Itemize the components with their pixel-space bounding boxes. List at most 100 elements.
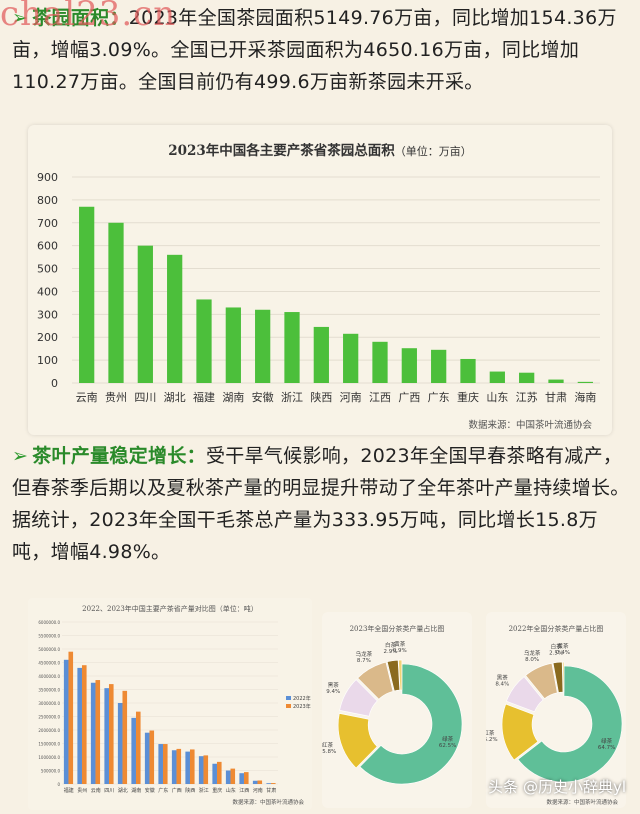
slice-value: 2.9% — [384, 649, 398, 655]
y-tick-label: 5000000.0 — [38, 647, 60, 652]
x-tick-label: 广东 — [158, 787, 168, 794]
footer-credit: 头条 @历史小辞典yl — [488, 778, 626, 796]
x-tick-label: 江苏 — [516, 391, 538, 404]
x-tick-label: 湖北 — [164, 391, 186, 404]
bar — [135, 711, 141, 784]
slice-name: 绿茶 — [442, 735, 454, 743]
paragraph-heading: 茶园面积： — [32, 7, 129, 29]
bar — [270, 783, 276, 784]
y-tick-label: 300 — [37, 308, 58, 321]
slice-name: 绿茶 — [601, 737, 613, 745]
paragraph-heading: 茶叶产量稳定增长： — [32, 445, 206, 467]
bar — [149, 730, 155, 784]
bar — [108, 684, 114, 784]
donut-slice — [501, 703, 539, 761]
chart-source: 数据来源：中国茶叶流通协会 — [468, 420, 592, 431]
y-tick-label: 1500000.0 — [38, 742, 60, 747]
x-tick-label: 贵州 — [105, 391, 127, 404]
donut-slice — [339, 679, 378, 717]
x-tick-label: 福建 — [64, 787, 74, 794]
bar — [230, 768, 236, 784]
x-tick-label: 甘肃 — [266, 787, 276, 794]
x-tick-label: 广西 — [172, 787, 182, 794]
slice-label: 黄茶0.9% — [393, 640, 407, 654]
bar — [431, 349, 447, 383]
donut-slice — [337, 713, 378, 769]
paragraph-text: 受干旱气候影响，2023年全国早春茶略有减产，但春茶季后期以及夏秋茶产量的明显提… — [12, 445, 630, 563]
bar — [122, 690, 128, 784]
bar — [239, 773, 244, 784]
y-tick-label: 4500000.0 — [38, 661, 60, 666]
x-tick-label: 云南 — [76, 391, 98, 404]
slice-label: 黑茶9.4% — [326, 681, 340, 695]
bar — [257, 780, 263, 784]
x-tick-label: 安徽 — [252, 390, 274, 404]
x-tick-label: 江西 — [239, 787, 249, 794]
tea-garden-area-paragraph: ➢ 茶园面积：2023年全国茶园面积5149.76万亩，同比增加154.36万亩，… — [12, 2, 630, 98]
x-tick-label: 山东 — [226, 787, 236, 794]
bar — [401, 348, 417, 383]
paragraph-text: 2023年全国茶园面积5149.76万亩，同比增加154.36万亩，增幅3.09… — [12, 7, 617, 93]
y-tick-label: 6000000.0 — [38, 620, 60, 625]
slice-name: 红茶 — [486, 729, 495, 737]
bar — [68, 651, 74, 784]
bar — [225, 307, 241, 383]
bar — [460, 358, 476, 383]
tea-production-paragraph: ➢ 茶叶产量稳定增长：受干旱气候影响，2023年全国早春茶略有减产，但春茶季后期以… — [12, 440, 630, 568]
bar — [104, 688, 109, 784]
bar — [90, 682, 96, 784]
bar — [117, 703, 123, 784]
slice-value: 8.0% — [525, 657, 539, 663]
bar — [176, 748, 182, 784]
slice-name: 红茶 — [322, 741, 333, 749]
slice-value: 15.8% — [322, 749, 336, 755]
chart-source: 数据来源：中国茶叶流通协会 — [232, 800, 304, 806]
bar — [284, 312, 300, 383]
x-tick-label: 陕西 — [185, 787, 195, 794]
x-tick-label: 四川 — [104, 788, 114, 794]
bar — [137, 245, 153, 383]
chart-title: 2022、2023年中国主要产茶省产量对比图（单位：吨） — [82, 605, 258, 613]
y-tick-label: 2500000.0 — [38, 715, 60, 720]
legend-label: 2022年 — [293, 695, 311, 702]
slice-name: 黑茶 — [328, 681, 340, 689]
bar — [212, 763, 217, 784]
x-tick-label: 浙江 — [281, 391, 303, 404]
y-tick-label: 0 — [57, 782, 60, 787]
x-tick-label: 广西 — [398, 391, 420, 404]
area-chart-card: 2023年中国各主要产茶省茶园总面积（单位：万亩） 0 100 200 300 400 5… — [28, 125, 612, 435]
donut-panel-2022: 2022年全国分茶类产量占比图 绿茶64.7%红茶16.2%黑茶8.4%乌龙茶8… — [486, 612, 626, 808]
x-tick-label: 河南 — [253, 787, 263, 794]
y-tick-label: 500 — [37, 263, 58, 276]
y-tick-label: 800 — [37, 194, 58, 207]
y-tick-label: 1000000.0 — [38, 755, 60, 760]
x-tick-label: 山东 — [486, 391, 508, 404]
y-tick-label: 5500000.0 — [38, 634, 60, 639]
slice-name: 乌龙茶 — [356, 650, 373, 658]
chart-title: 2022年全国分茶类产量占比图 — [508, 625, 604, 633]
bar — [372, 341, 388, 383]
bar — [343, 333, 359, 383]
bar — [577, 381, 593, 383]
bar — [243, 772, 249, 784]
donut-slice — [525, 662, 558, 700]
legend-label: 2023年 — [293, 703, 311, 710]
x-tick-label: 广东 — [428, 391, 450, 404]
bar — [548, 379, 564, 383]
bar — [158, 744, 163, 784]
slice-label: 红茶15.8% — [322, 741, 336, 755]
slice-value: 8.7% — [357, 658, 371, 664]
slice-value: 62.5% — [439, 743, 456, 749]
y-tick-label: 900 — [37, 171, 58, 184]
x-tick-label: 福建 — [193, 390, 215, 404]
y-tick-label: 400 — [37, 285, 58, 298]
slice-value: 64.7% — [598, 745, 615, 751]
bar — [131, 717, 136, 784]
slice-value: 2.5% — [549, 650, 563, 656]
x-tick-label: 陕西 — [310, 390, 332, 404]
slice-name: 乌龙茶 — [524, 649, 541, 657]
bar — [519, 372, 535, 383]
